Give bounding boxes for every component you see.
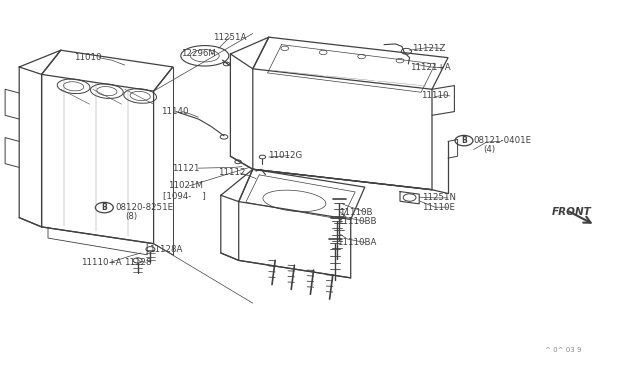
Text: ^ 0^ 03 9: ^ 0^ 03 9 (545, 347, 582, 353)
Text: 11110E: 11110E (422, 203, 456, 212)
Text: 11128A: 11128A (149, 246, 182, 254)
Text: 11128: 11128 (124, 258, 151, 267)
Text: 11251N: 11251N (422, 193, 456, 202)
Text: 11110BA: 11110BA (337, 238, 377, 247)
Text: 11021M: 11021M (168, 182, 203, 190)
Text: 11110+A: 11110+A (81, 258, 122, 267)
Text: B: B (461, 136, 467, 145)
Text: 08121-0401E: 08121-0401E (474, 136, 532, 145)
Text: 12296M: 12296M (181, 49, 216, 58)
Text: 11010: 11010 (74, 53, 101, 62)
Text: 11121+A: 11121+A (410, 63, 450, 72)
Text: 11121Z: 11121Z (412, 44, 445, 53)
Text: 11012G: 11012G (268, 151, 302, 160)
Text: (4): (4) (483, 145, 495, 154)
Text: FRONT: FRONT (552, 207, 591, 217)
Text: 11110BB: 11110BB (337, 217, 377, 226)
Text: [1094-    ]: [1094- ] (163, 191, 206, 200)
Text: 08120-8251E: 08120-8251E (115, 203, 173, 212)
Text: 11140: 11140 (161, 107, 189, 116)
Text: 11110B: 11110B (339, 208, 372, 217)
Text: 11251A: 11251A (213, 33, 246, 42)
Text: (8): (8) (125, 212, 138, 221)
Text: 11112: 11112 (218, 169, 245, 177)
Text: B: B (102, 203, 107, 212)
Text: 11121: 11121 (172, 164, 199, 173)
Text: 11110: 11110 (421, 92, 449, 100)
